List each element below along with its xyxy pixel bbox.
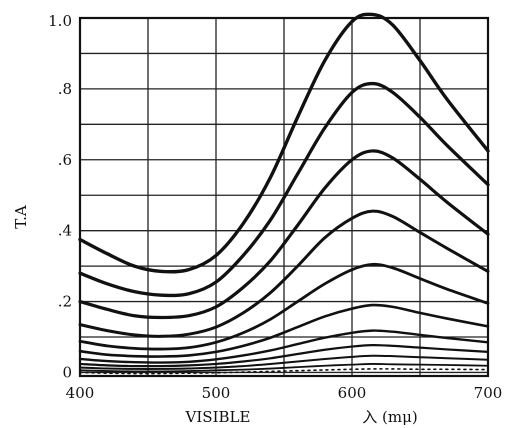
series-line-6: [78, 303, 490, 358]
series-line-10: [79, 363, 489, 373]
series-line-8: [78, 344, 490, 368]
series-line-11: [79, 368, 489, 375]
series-line-9: [79, 354, 489, 370]
x-axis-label-visible: VISIBLE: [185, 408, 251, 426]
x-tick-label: 400: [66, 384, 95, 402]
tick-labels: 400 500 600 700 0 .2 .4 .6 .8 1.0: [48, 12, 502, 402]
series-line-5: [78, 262, 490, 351]
x-axis-label-wavelength: 入 (mμ): [362, 408, 417, 426]
x-tick-label: 700: [474, 384, 503, 402]
series-line-7: [78, 329, 490, 364]
series-line-1: [78, 12, 490, 274]
y-tick-label: .2: [58, 293, 72, 311]
y-axis-label: T.A: [12, 205, 30, 229]
y-tick-label: .8: [58, 80, 72, 98]
y-tick-label: .6: [58, 151, 72, 169]
y-tick-label: 0: [62, 363, 72, 381]
x-tick-label: 600: [338, 384, 367, 402]
x-tick-label: 500: [202, 384, 231, 402]
y-tick-label: .4: [58, 222, 72, 240]
series-line-4: [78, 209, 490, 338]
y-tick-label: 1.0: [48, 12, 72, 30]
curves: [78, 12, 490, 375]
series-line-2: [78, 81, 490, 298]
plot-frame: [78, 16, 490, 378]
series-line-3: [78, 149, 490, 320]
